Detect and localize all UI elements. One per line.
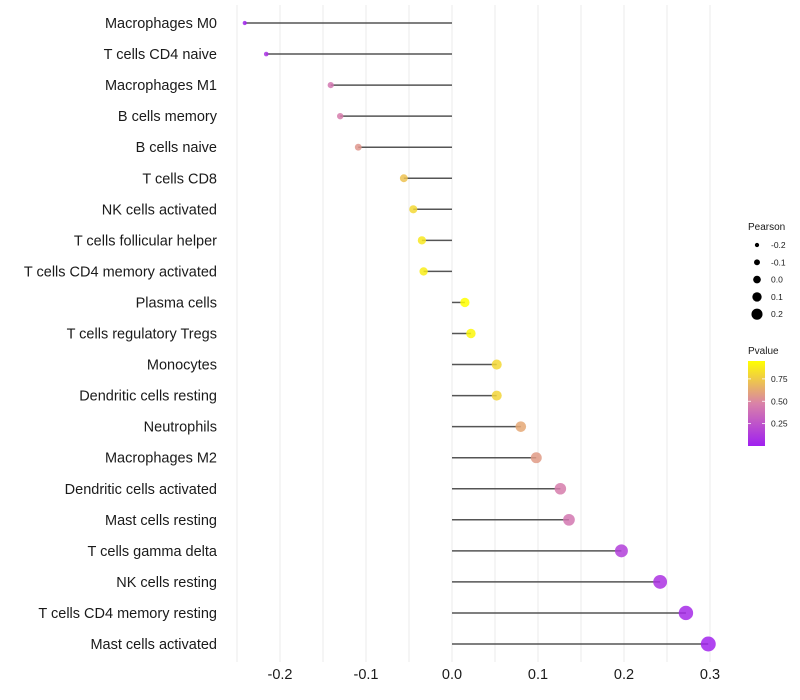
- legend-size-label: 0.2: [771, 309, 783, 319]
- y-axis-label: T cells CD4 memory resting: [38, 606, 217, 622]
- y-axis-label: Neutrophils: [144, 420, 217, 436]
- lollipop-point: [491, 359, 502, 370]
- legend-size-key: [751, 308, 763, 320]
- x-tick-label: 0.2: [614, 667, 634, 683]
- y-axis-label: Dendritic cells activated: [65, 482, 217, 498]
- y-axis-label: T cells CD8: [142, 171, 217, 187]
- y-axis-label: B cells memory: [118, 109, 218, 125]
- lollipop-point: [327, 82, 334, 89]
- x-tick-label: -0.1: [354, 667, 379, 683]
- y-axis-label: NK cells resting: [116, 575, 217, 591]
- lollipop-point: [354, 143, 362, 151]
- lollipop-point: [678, 605, 694, 621]
- y-axis-label: Macrophages M2: [105, 451, 217, 467]
- lollipop-point: [242, 20, 247, 26]
- legend-size-key: [752, 292, 762, 302]
- y-axis-label: B cells naive: [136, 140, 217, 156]
- legend-pvalue-label: 0.50: [771, 396, 788, 406]
- lollipop-point: [563, 513, 575, 526]
- lollipop-point: [530, 452, 542, 464]
- y-axis-labels: Macrophages M0 T cells CD4 naive Macrophag…: [24, 16, 218, 653]
- legend-size-key: [754, 259, 760, 266]
- y-axis-label: Mast cells resting: [105, 513, 217, 529]
- lollipop-point: [466, 328, 476, 339]
- x-tick-label: 0.1: [528, 667, 548, 683]
- legend-size-key: [754, 242, 760, 248]
- legend-pearson-title: Pearson: [748, 222, 785, 233]
- lollipop-points: [242, 20, 716, 652]
- y-axis-label: NK cells activated: [102, 202, 217, 218]
- legend-size-label: -0.1: [771, 257, 786, 267]
- y-axis-label: Macrophages M0: [105, 16, 217, 32]
- y-axis-label: Macrophages M1: [105, 78, 217, 94]
- lollipop-point: [614, 544, 628, 558]
- lollipop-point: [409, 205, 418, 214]
- x-axis-labels: -0.2 -0.1 0.0 0.1 0.2 0.3: [268, 667, 721, 683]
- y-axis-label: T cells gamma delta: [88, 544, 218, 560]
- y-axis-label: Mast cells activated: [90, 637, 217, 653]
- lollipop-point: [337, 112, 344, 120]
- lollipop-point: [263, 51, 269, 57]
- y-axis-label: T cells follicular helper: [74, 233, 217, 249]
- y-axis-label: Monocytes: [147, 358, 217, 374]
- y-axis-label: T cells CD4 memory activated: [24, 264, 217, 280]
- lollipop-segments: [244, 22, 709, 645]
- y-axis-label: T cells regulatory Tregs: [67, 327, 217, 343]
- lollipop-point: [653, 574, 668, 589]
- legend-pvalue: Pvalue 0.75 0.50 0.25: [748, 346, 788, 446]
- lollipop-point: [515, 421, 527, 432]
- legend-pvalue-title: Pvalue: [748, 346, 779, 357]
- y-axis-label: Dendritic cells resting: [79, 389, 217, 405]
- pvalue-colorbar: [748, 361, 765, 446]
- y-axis-label: Plasma cells: [136, 295, 217, 311]
- legend-pearson: Pearson -0.2 -0.1 0.0 0.1 0.2: [748, 222, 786, 320]
- legend-size-label: -0.2: [771, 240, 786, 250]
- lollipop-point: [700, 636, 716, 652]
- legend-size-label: 0.0: [771, 275, 783, 285]
- lollipop-point: [554, 482, 567, 495]
- x-tick-label: 0.3: [700, 667, 720, 683]
- lollipop-point: [419, 267, 428, 276]
- lollipop-point: [460, 297, 470, 308]
- x-tick-label: 0.0: [442, 667, 462, 683]
- legend-size-key: [753, 275, 761, 284]
- legend-pvalue-label: 0.75: [771, 374, 788, 384]
- legend-pvalue-label: 0.25: [771, 419, 788, 429]
- x-tick-label: -0.2: [268, 667, 293, 683]
- lollipop-point: [417, 236, 427, 245]
- y-axis-label: T cells CD4 naive: [104, 47, 217, 63]
- lollipop-point: [491, 390, 502, 401]
- legend-size-label: 0.1: [771, 292, 783, 302]
- lollipop-point: [399, 174, 408, 183]
